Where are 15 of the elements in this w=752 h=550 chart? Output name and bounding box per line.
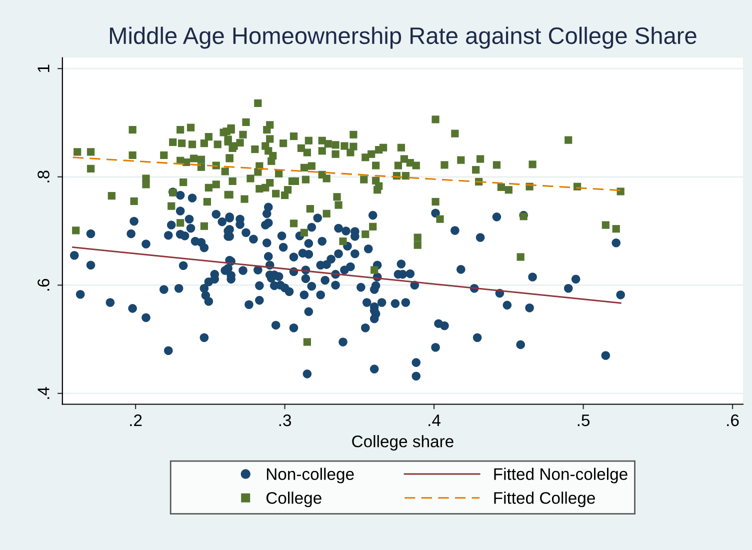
legend-label: Non-college [266, 468, 354, 484]
x-tick-label: .3 [279, 414, 292, 426]
x-axis-title: College share [352, 435, 454, 451]
x-tick-label: .2 [130, 414, 142, 426]
y-tick-label: 1 [38, 64, 50, 72]
chart-title: Middle Age Homeownership Rate against College Share [110, 26, 696, 49]
y-tick-label: .6 [38, 278, 50, 291]
legend-label: Fitted Non-colelge [494, 468, 628, 484]
x-tick-label: .6 [727, 414, 739, 426]
y-tick-label: .8 [38, 170, 50, 182]
x-tick-label: .5 [578, 414, 590, 426]
legend-label: Fitted College [494, 492, 595, 508]
x-tick-label: .4 [428, 414, 440, 426]
legend-label: College [266, 492, 322, 508]
y-tick-label: .4 [38, 386, 50, 399]
